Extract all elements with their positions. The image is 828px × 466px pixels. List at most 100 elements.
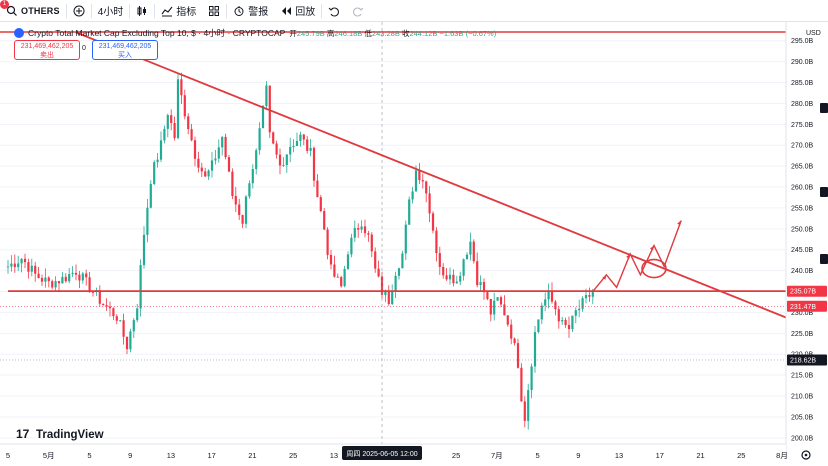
candle-body xyxy=(479,282,482,286)
candle-body xyxy=(180,79,183,96)
candle-body xyxy=(431,213,435,231)
candle-body xyxy=(190,129,193,141)
interval-button[interactable]: 4小时 xyxy=(92,0,130,22)
candlestick-series xyxy=(6,72,594,430)
candle-body xyxy=(210,160,214,171)
candle-body xyxy=(340,277,343,287)
candle-body xyxy=(91,292,95,293)
symbol-search-button[interactable]: OTHERS xyxy=(0,0,66,22)
highlight-ellipse xyxy=(641,258,667,279)
candle-body xyxy=(285,154,288,166)
candle-body xyxy=(537,319,540,333)
candle-body xyxy=(244,196,248,224)
x-tick-label: 5 xyxy=(535,451,539,460)
candle-body xyxy=(122,320,125,337)
close-value: 244.12B xyxy=(409,28,438,38)
alert-button[interactable]: 警报 xyxy=(227,0,274,22)
candle-body xyxy=(142,234,146,266)
settings-icon[interactable] xyxy=(801,450,811,460)
undo-button[interactable] xyxy=(322,0,346,22)
side-panel-icon[interactable] xyxy=(820,187,828,197)
side-panel-icon[interactable] xyxy=(820,103,828,113)
candle-body xyxy=(119,320,122,322)
redo-icon xyxy=(353,7,364,16)
buy-price: 231,469,462,205 xyxy=(98,43,152,50)
candle-type-button[interactable] xyxy=(130,0,154,22)
candle-body xyxy=(401,253,404,269)
layouts-button[interactable] xyxy=(202,0,226,22)
candle-body xyxy=(306,139,309,151)
y-tick-label: 250.0B xyxy=(791,226,814,233)
price-axis[interactable] xyxy=(786,22,828,452)
price-chart[interactable]: 200.0B205.0B210.0B215.0B220.0B225.0B230.… xyxy=(0,22,828,466)
candle-body xyxy=(44,277,47,282)
sell-button[interactable]: 231,469,462,205 卖出 xyxy=(14,40,80,60)
candle-body xyxy=(27,262,30,272)
candle-body xyxy=(486,292,489,299)
candle-body xyxy=(343,268,346,287)
redo-button[interactable] xyxy=(346,0,370,22)
candle-body xyxy=(88,277,91,293)
candle-body xyxy=(503,304,506,316)
candle-body xyxy=(255,150,258,169)
candle-body xyxy=(309,147,312,151)
candle-body xyxy=(129,331,132,350)
candle-body xyxy=(146,207,149,235)
candle-body xyxy=(404,224,407,254)
low-value: 243.28B xyxy=(371,28,400,38)
candle-body xyxy=(187,116,190,130)
buy-button[interactable]: 231,469,462,205 买入 xyxy=(92,40,158,60)
arrow-head xyxy=(602,274,607,280)
y-tick-label: 215.0B xyxy=(791,373,814,380)
candle-body xyxy=(588,295,591,297)
replay-button[interactable]: 回放 xyxy=(274,0,321,22)
price-tag-label: 235.07B xyxy=(790,289,816,296)
candle-body xyxy=(442,266,445,276)
candle-body xyxy=(23,258,27,263)
y-tick-label: 200.0B xyxy=(791,435,814,442)
candle-body xyxy=(6,266,10,268)
search-icon xyxy=(6,5,17,16)
candle-body xyxy=(289,147,292,155)
candle-body xyxy=(251,168,254,184)
candle-body xyxy=(295,140,299,147)
candle-body xyxy=(238,204,241,216)
low-label: 低 xyxy=(364,28,372,38)
candle-body xyxy=(102,303,105,306)
candle-body xyxy=(319,197,322,212)
symbol-logo-icon xyxy=(14,28,24,38)
watermark-logo-icon: 17 xyxy=(16,427,30,441)
candle-body xyxy=(567,325,571,330)
indicators-button[interactable]: 指标 xyxy=(155,0,202,22)
candle-body xyxy=(85,273,88,278)
candle-body xyxy=(469,241,472,255)
candle-body xyxy=(578,308,581,311)
x-tick-label: 7月 xyxy=(491,451,503,460)
candle-body xyxy=(204,171,207,177)
price-tags: 235.07B 231.47B 218.62B xyxy=(787,285,827,366)
compare-button[interactable] xyxy=(67,0,91,22)
crosshair-time-box xyxy=(342,446,422,460)
candle-body xyxy=(350,237,353,255)
drawing-overlays[interactable] xyxy=(0,22,828,444)
candle-body xyxy=(153,162,156,184)
candle-body xyxy=(221,136,224,148)
candle-body xyxy=(248,183,251,197)
watermark-text: TradingView xyxy=(36,429,104,441)
candle-body xyxy=(125,336,129,350)
trend-line xyxy=(75,31,828,336)
y-tick-label: 295.0B xyxy=(791,38,814,45)
toolbar-divider xyxy=(154,3,156,18)
grid-icon xyxy=(209,5,220,16)
candle-body xyxy=(527,390,530,421)
candle-body xyxy=(214,158,217,161)
x-tick-label: 25 xyxy=(737,451,745,460)
symbol-label: OTHERS xyxy=(21,5,60,16)
candle-body xyxy=(115,316,118,321)
price-tag-label: 231.47B xyxy=(790,304,816,311)
side-panel-icon[interactable] xyxy=(820,254,828,264)
candle-body xyxy=(227,157,231,172)
candle-body xyxy=(20,258,23,264)
candle-body xyxy=(34,265,37,274)
candle-body xyxy=(547,290,550,300)
